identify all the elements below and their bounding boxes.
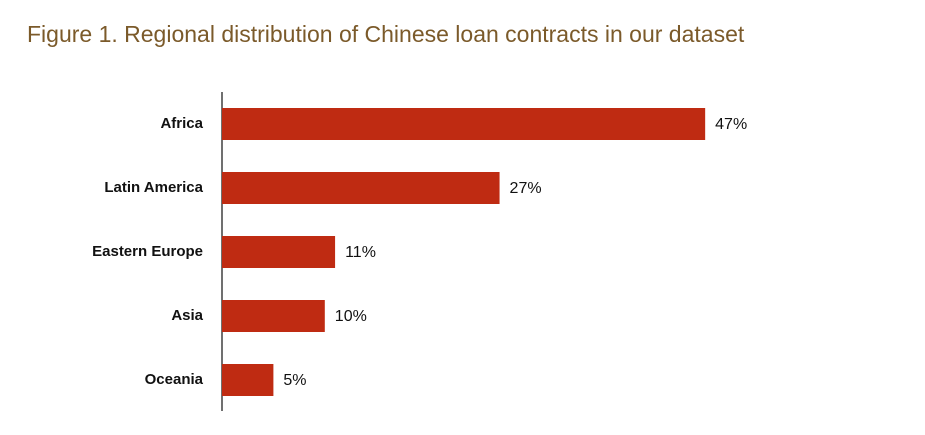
- value-label: 11%: [345, 244, 376, 261]
- category-label: Africa: [160, 115, 203, 132]
- bar: [222, 364, 274, 396]
- chart-title: Figure 1. Regional distribution of Chine…: [27, 21, 745, 47]
- category-label: Eastern Europe: [92, 243, 203, 260]
- value-label: 47%: [715, 116, 747, 133]
- value-label: 5%: [283, 372, 306, 389]
- bar: [222, 236, 336, 268]
- category-label: Asia: [171, 307, 203, 324]
- bar: [222, 300, 325, 332]
- value-label: 10%: [335, 308, 367, 325]
- value-label: 27%: [510, 180, 542, 197]
- category-label: Oceania: [145, 371, 204, 388]
- bar: [222, 172, 500, 204]
- bar: [222, 108, 706, 140]
- category-label: Latin America: [104, 179, 203, 196]
